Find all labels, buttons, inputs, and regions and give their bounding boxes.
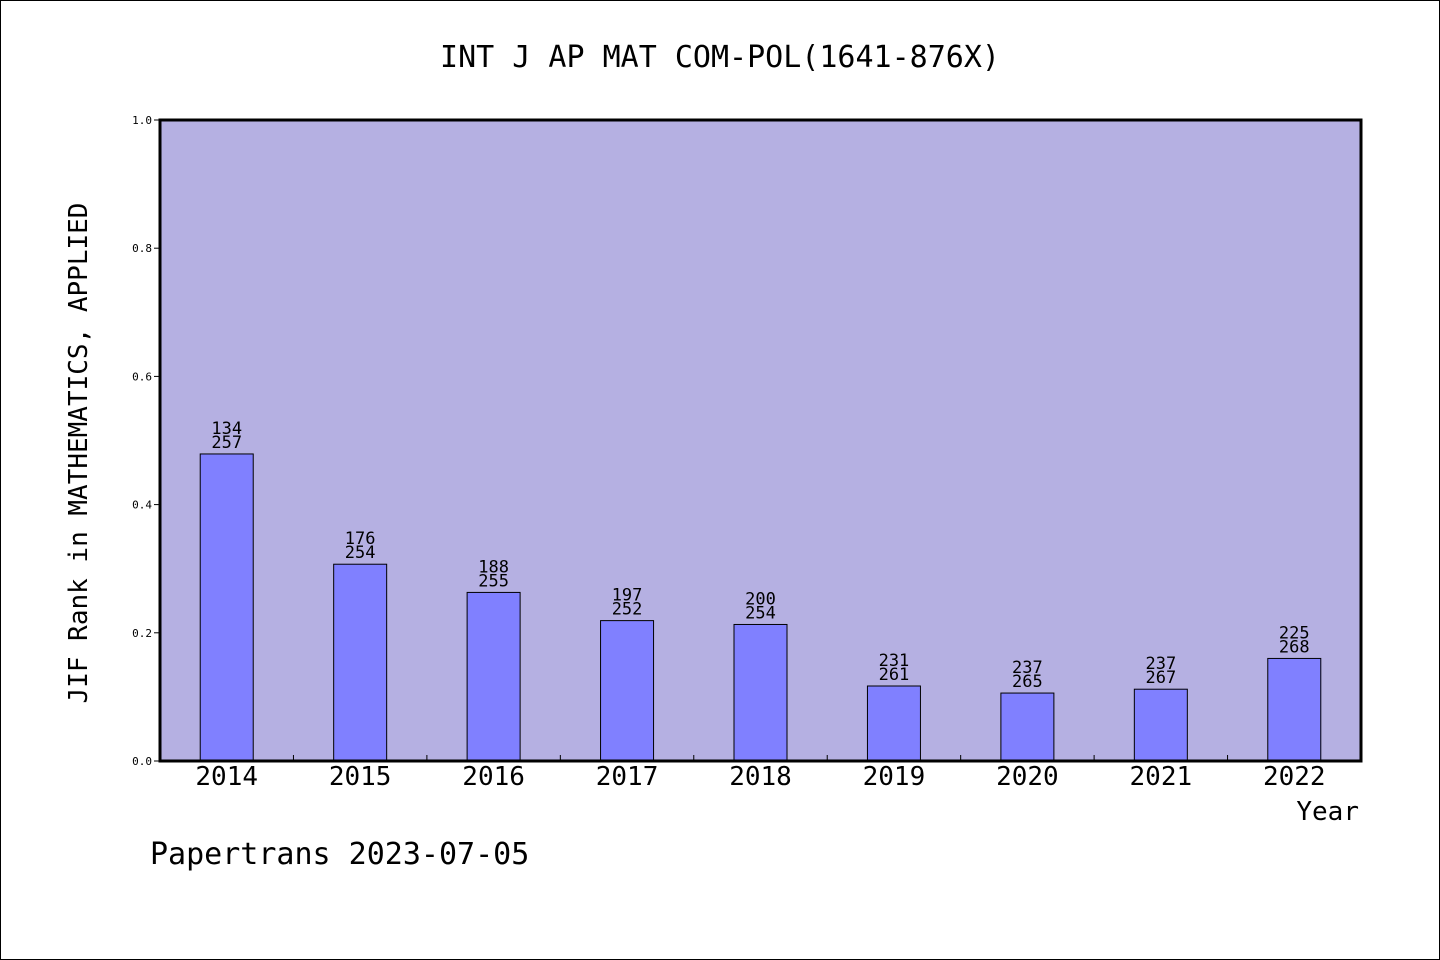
x-tick-label-2019: 2019 <box>863 762 926 792</box>
y-axis-ticks: 0.0 0.2 0.4 0.6 0.8 1.0 <box>132 114 160 768</box>
y-tick-label: 0.0 <box>132 755 152 768</box>
y-tick-label: 0.6 <box>132 370 152 383</box>
bar-rank-label-2018: 200 <box>745 589 776 609</box>
x-tick-label-2016: 2016 <box>462 762 525 792</box>
bars-group <box>199 453 1322 762</box>
bar-rank-label-2019: 231 <box>879 651 910 671</box>
bar-rank-label-2017: 197 <box>612 586 643 606</box>
bar-total-label-2022: 268 <box>1279 637 1310 657</box>
bar-total-label-2020: 265 <box>1012 672 1043 692</box>
footer-source: Papertrans 2023-07-05 <box>150 837 529 872</box>
x-tick-label-2020: 2020 <box>996 762 1059 792</box>
y-tick-label: 0.8 <box>132 242 152 255</box>
bar-2014 <box>199 453 254 762</box>
x-tick-label-2017: 2017 <box>596 762 659 792</box>
bar-2019 <box>866 685 921 762</box>
x-axis-label: Year <box>1296 797 1359 827</box>
y-tick-label: 0.2 <box>132 627 152 640</box>
y-axis-label: JIF Rank in MATHEMATICS, APPLIED <box>64 203 94 704</box>
x-tick-label-2014: 2014 <box>195 762 258 792</box>
x-tick-label-2021: 2021 <box>1130 762 1193 792</box>
bar-2015 <box>333 563 388 762</box>
bar-total-label-2016: 255 <box>478 571 509 591</box>
bar-rank-label-2016: 188 <box>478 557 509 577</box>
bar-rank-label-2015: 176 <box>345 529 376 549</box>
bar-2022 <box>1267 657 1322 762</box>
bar-total-label-2014: 257 <box>211 433 242 453</box>
x-tick-label-2015: 2015 <box>329 762 392 792</box>
bar-2018 <box>733 623 788 762</box>
bar-2021 <box>1133 688 1188 762</box>
x-axis-ticks: 2014 2015 2016 2017 2018 2019 2020 2021 2022 <box>195 755 1326 792</box>
plot-border <box>158 118 1363 763</box>
bar-2020 <box>1000 692 1055 762</box>
bar-total-label-2015: 254 <box>345 543 376 563</box>
bar-total-label-2017: 252 <box>612 600 643 620</box>
bar-rank-label-2020: 237 <box>1012 658 1043 678</box>
bar-total-label-2018: 254 <box>745 603 776 623</box>
bar-rank-label-2014: 134 <box>211 419 242 439</box>
chart-title: INT J AP MAT COM-POL(1641-876X) <box>440 40 1000 75</box>
x-tick-label-2022: 2022 <box>1263 762 1326 792</box>
y-tick-label: 0.4 <box>132 499 152 512</box>
bar-2017 <box>600 620 655 762</box>
bar-rank-label-2021: 237 <box>1145 654 1176 674</box>
x-tick-label-2018: 2018 <box>729 762 792 792</box>
bar-2016 <box>466 591 521 762</box>
bar-total-label-2019: 261 <box>879 665 910 685</box>
bar-rank-label-2022: 225 <box>1279 623 1310 643</box>
y-tick-label: 1.0 <box>132 114 152 127</box>
bar-total-label-2021: 267 <box>1145 668 1176 688</box>
